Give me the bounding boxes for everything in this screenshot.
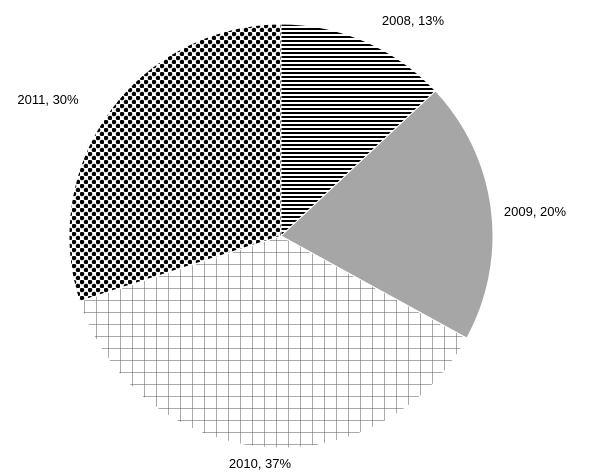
slice-label-2011: 2011, 30%: [17, 92, 79, 107]
slice-label-2008: 2008, 13%: [382, 13, 445, 28]
slice-label-2009: 2009, 20%: [504, 204, 567, 219]
slice-label-2010: 2010, 37%: [229, 456, 292, 471]
pie-slices: [69, 24, 493, 448]
